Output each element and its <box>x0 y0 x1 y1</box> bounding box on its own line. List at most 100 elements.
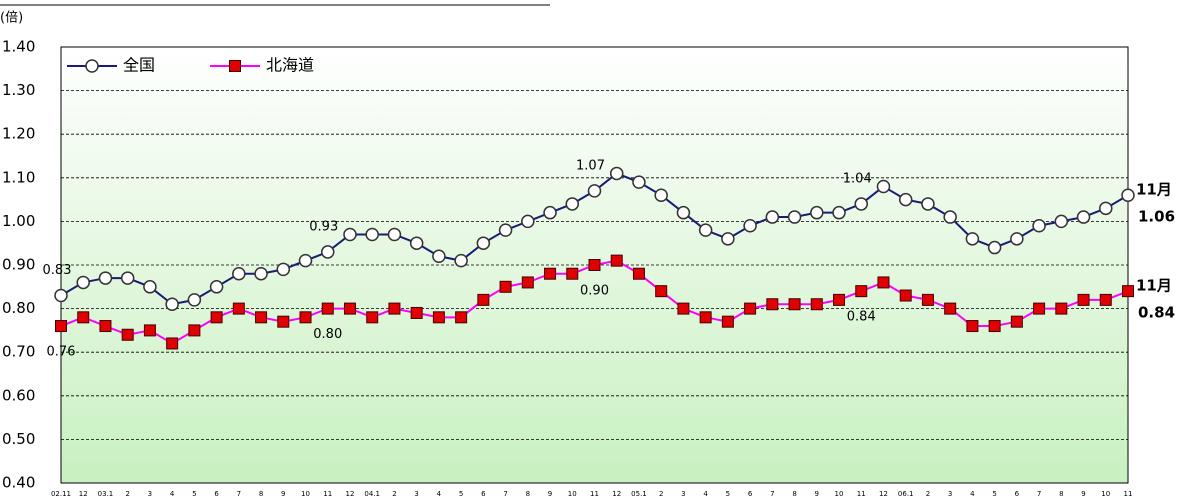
value-label: 0.84 <box>847 310 876 325</box>
point <box>477 293 490 306</box>
value-label: 0.90 <box>580 284 609 299</box>
point <box>632 175 646 189</box>
point <box>388 302 401 315</box>
y-tick-label: 0.60 <box>2 386 35 404</box>
value-label: 0.93 <box>309 219 338 234</box>
point <box>543 205 557 220</box>
point <box>1032 219 1046 233</box>
point <box>1077 293 1090 306</box>
x-tick-label: 03.1 <box>98 490 114 498</box>
point <box>166 337 179 350</box>
x-tick-label: 3 <box>681 490 685 498</box>
point <box>76 275 90 290</box>
point <box>120 271 135 285</box>
x-tick-label: 3 <box>414 490 418 498</box>
point <box>588 259 601 271</box>
y-tick-label: 0.80 <box>2 299 35 317</box>
end-annotation: 11月 <box>1136 181 1172 199</box>
legend-label: 全国 <box>123 56 155 75</box>
x-tick-label: 9 <box>815 490 819 498</box>
point <box>832 205 846 220</box>
point <box>921 293 934 306</box>
x-tick-label: 12 <box>612 490 621 498</box>
point <box>210 311 223 324</box>
point <box>987 240 1002 255</box>
point <box>810 298 823 311</box>
point <box>232 266 246 281</box>
point <box>721 232 735 246</box>
y-tick-label: 1.30 <box>2 81 35 99</box>
point <box>366 311 379 324</box>
y-tick-label: 1.20 <box>2 125 35 143</box>
x-tick-label: 02.11 <box>51 490 71 498</box>
point <box>77 311 90 324</box>
end-annotation: 11月 <box>1136 277 1172 295</box>
point <box>876 179 891 194</box>
x-tick-label: 2 <box>392 490 396 498</box>
x-tick-label: 6 <box>1015 490 1020 498</box>
x-tick-label: 11 <box>857 490 866 498</box>
point <box>1055 302 1068 315</box>
x-tick-label: 05.1 <box>631 490 647 498</box>
point <box>744 302 757 315</box>
point <box>966 320 979 333</box>
point <box>898 192 913 207</box>
point <box>165 297 179 311</box>
x-tick-label: 11 <box>590 490 599 498</box>
legend-label: 北海道 <box>266 56 314 75</box>
point <box>810 205 824 220</box>
point <box>254 266 268 281</box>
value-label: 1.04 <box>843 171 872 186</box>
y-tick-label: 1.00 <box>2 212 35 230</box>
point <box>455 311 468 324</box>
point <box>499 280 512 293</box>
x-tick-label: 11 <box>323 490 332 498</box>
x-tick-label: 8 <box>1059 490 1063 498</box>
x-tick-label: 6 <box>214 490 219 498</box>
point <box>1076 210 1091 224</box>
point <box>1099 293 1112 306</box>
point <box>1121 188 1135 202</box>
point <box>521 214 535 229</box>
point <box>788 298 801 311</box>
point <box>209 280 224 294</box>
value-label: 0.84 <box>1138 304 1175 322</box>
point <box>854 197 868 211</box>
point <box>298 253 313 268</box>
point <box>587 184 602 198</box>
point <box>787 210 802 224</box>
point <box>187 293 202 307</box>
x-tick-label: 12 <box>346 490 355 498</box>
point <box>521 276 534 289</box>
x-tick-label: 10 <box>301 490 310 498</box>
point <box>921 197 935 211</box>
point <box>1010 315 1023 328</box>
point <box>232 302 245 315</box>
point <box>1054 214 1069 229</box>
y-tick-label: 0.50 <box>2 430 35 448</box>
point <box>432 311 445 324</box>
point <box>677 302 690 315</box>
x-tick-label: 8 <box>526 490 530 498</box>
point <box>55 320 67 333</box>
value-label: 0.76 <box>47 345 76 360</box>
point <box>299 311 312 324</box>
x-tick-label: 5 <box>459 490 463 498</box>
x-tick-label: 2 <box>659 490 663 498</box>
point <box>54 288 68 303</box>
x-tick-label: 10 <box>568 490 577 498</box>
point <box>965 232 980 246</box>
point <box>944 302 957 315</box>
y-tick-label: 0.90 <box>2 256 35 274</box>
point <box>654 188 668 202</box>
x-tick-label: 4 <box>170 490 175 498</box>
value-label: 1.06 <box>1138 208 1175 226</box>
y-tick-label: 0.40 <box>2 474 35 492</box>
point <box>833 293 846 306</box>
point <box>432 249 446 264</box>
x-tick-label: 9 <box>1081 490 1085 498</box>
x-tick-label: 9 <box>281 490 285 498</box>
x-tick-label: 12 <box>879 490 888 498</box>
point <box>1122 285 1134 298</box>
